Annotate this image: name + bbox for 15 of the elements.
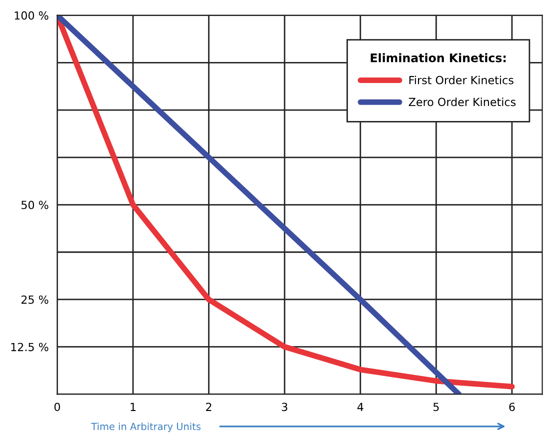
legend-title: Elimination Kinetics: (370, 53, 506, 62)
x-tick-label: 4 (357, 402, 364, 411)
legend-label: First Order Kinetics (409, 76, 514, 84)
x-axis-title: Time in Arbitrary Units (91, 422, 201, 432)
x-tick-label: 3 (282, 402, 288, 412)
x-tick-label: 5 (433, 402, 439, 412)
x-tick-label: 1 (130, 402, 136, 411)
x-tick-label: 2 (206, 402, 212, 411)
y-tick-label: 100 % (14, 11, 48, 20)
legend-label: Zero Order Kinetics (408, 98, 516, 106)
y-tick-label: 12.5 % (11, 342, 48, 352)
x-tick-label: 0 (54, 402, 60, 412)
y-tick-label: 50 % (22, 200, 48, 210)
y-tick-label: 25 % (21, 295, 48, 304)
x-tick-label: 6 (509, 402, 515, 412)
